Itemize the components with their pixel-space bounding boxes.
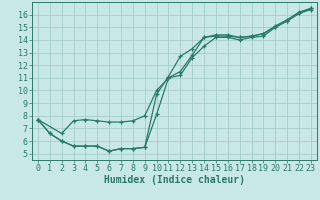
X-axis label: Humidex (Indice chaleur): Humidex (Indice chaleur) — [104, 175, 245, 185]
